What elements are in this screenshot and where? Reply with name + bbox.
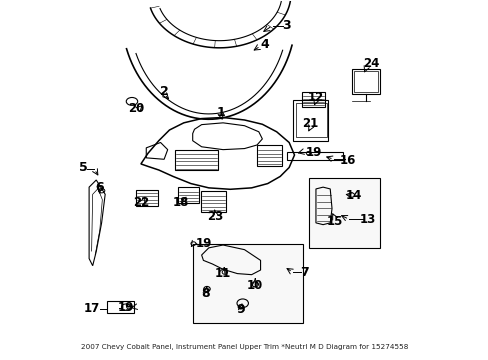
Text: 2: 2	[160, 85, 168, 98]
Bar	[292, 100, 328, 141]
Text: 23: 23	[206, 210, 223, 223]
Bar	[353, 71, 377, 92]
Bar	[135, 190, 157, 206]
Text: 24: 24	[363, 57, 379, 71]
Bar	[308, 178, 380, 248]
Text: 20: 20	[128, 102, 144, 115]
Text: 18: 18	[173, 195, 189, 209]
Bar	[192, 244, 303, 323]
Bar	[201, 191, 225, 212]
Text: 3: 3	[282, 19, 290, 32]
Bar	[257, 145, 282, 166]
Text: 16: 16	[339, 154, 356, 167]
Text: 9: 9	[235, 303, 244, 316]
Text: 15: 15	[325, 215, 342, 228]
Text: 14: 14	[345, 189, 361, 202]
Text: 7: 7	[300, 266, 308, 279]
Text: 22: 22	[133, 195, 149, 209]
Bar	[178, 187, 199, 203]
Text: 19: 19	[305, 146, 321, 159]
Text: 13: 13	[359, 213, 375, 226]
Text: 19: 19	[118, 301, 134, 314]
Text: 4: 4	[260, 39, 269, 51]
Bar	[287, 153, 342, 160]
Text: 11: 11	[215, 267, 231, 280]
Bar	[107, 301, 134, 313]
Text: 6: 6	[95, 181, 104, 194]
Text: 8: 8	[201, 287, 209, 300]
Text: 1: 1	[217, 106, 225, 120]
Bar	[301, 93, 324, 107]
Text: 21: 21	[302, 117, 318, 130]
Bar	[296, 103, 326, 137]
Text: 5: 5	[79, 161, 87, 174]
Text: 12: 12	[307, 91, 324, 104]
Bar	[175, 150, 217, 170]
Text: 19: 19	[195, 237, 211, 250]
Bar	[351, 68, 380, 94]
Text: 17: 17	[83, 302, 100, 315]
Text: 2007 Chevy Cobalt Panel, Instrument Panel Upper Trim *Neutrl M D Diagram for 152: 2007 Chevy Cobalt Panel, Instrument Pane…	[81, 344, 407, 350]
Text: 10: 10	[246, 279, 263, 292]
